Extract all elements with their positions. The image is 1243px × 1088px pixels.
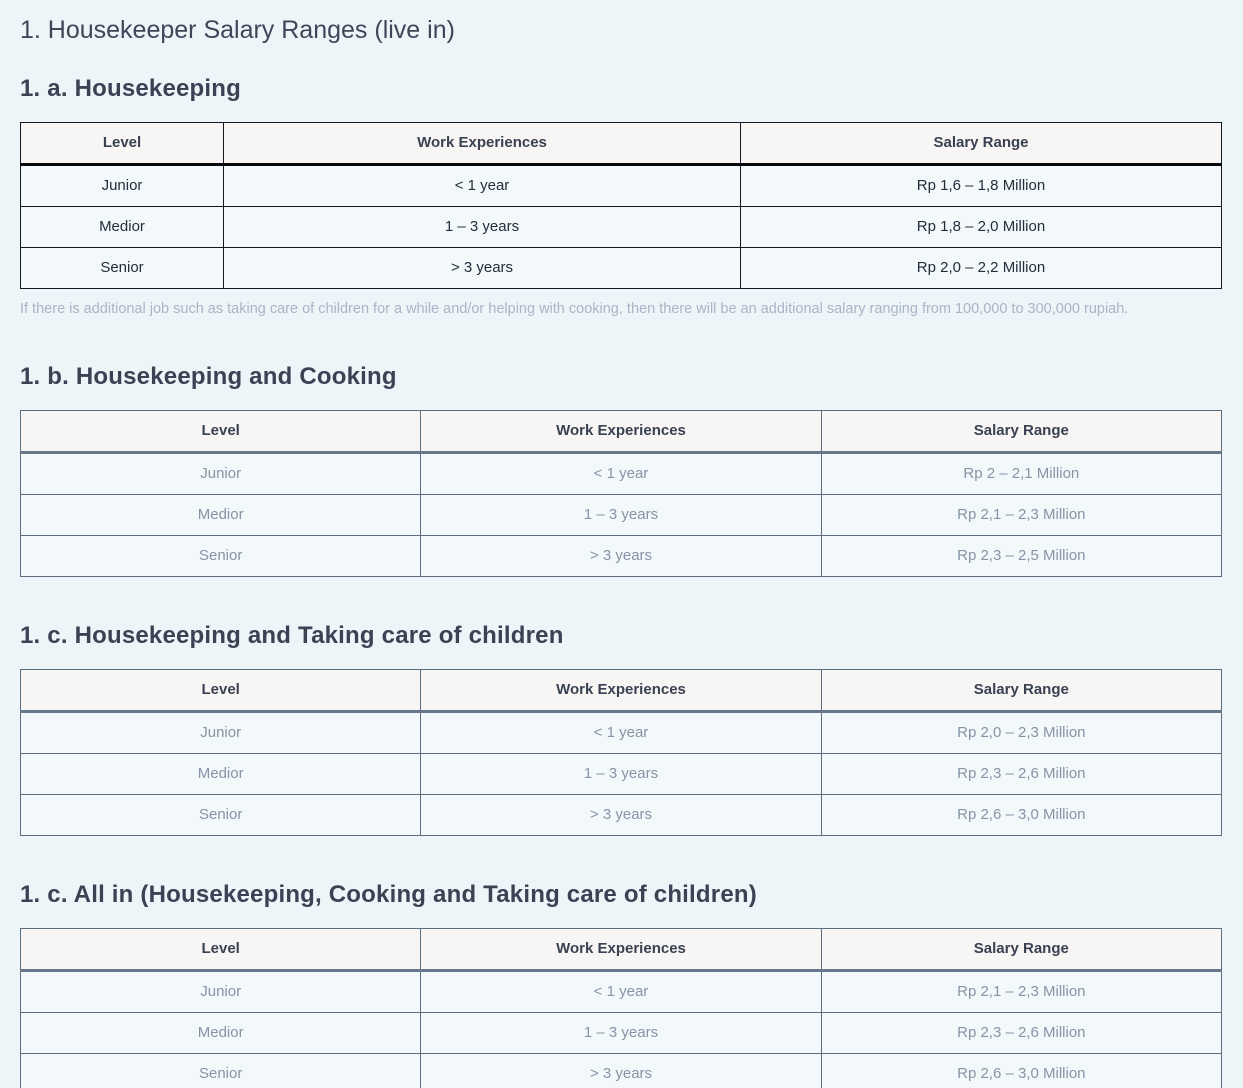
experience-cell: 1 – 3 years [420, 753, 822, 795]
salary-cell: Rp 1,8 – 2,0 Million [740, 206, 1222, 248]
table-header-row: Level Work Experiences Salary Range [20, 122, 1222, 166]
level-cell: Senior [19, 794, 422, 836]
salary-cell: Rp 1,6 – 1,8 Million [740, 164, 1222, 207]
table-row-senior: Senior > 3 years Rp 2,6 – 3,0 Million [19, 1053, 1223, 1088]
experience-cell: < 1 year [223, 164, 741, 207]
salary-cell: Rp 2,3 – 2,6 Million [820, 753, 1223, 795]
col-header-salary-range: Salary Range [820, 410, 1223, 454]
col-header-work-experiences: Work Experiences [420, 410, 822, 454]
col-header-salary-range: Salary Range [740, 122, 1222, 166]
experience-cell: > 3 years [223, 247, 741, 289]
table-row-junior: Junior < 1 year Rp 2,1 – 2,3 Million [19, 970, 1223, 1013]
level-cell: Senior [19, 1053, 422, 1088]
level-cell: Senior [20, 247, 224, 289]
level-cell: Medior [20, 206, 224, 248]
level-cell: Junior [19, 711, 422, 754]
experience-cell: > 3 years [420, 1053, 822, 1088]
table-header-row: Level Work Experiences Salary Range [19, 928, 1223, 972]
table-row-medior: Medior 1 – 3 years Rp 2,1 – 2,3 Million [19, 494, 1223, 536]
table-row-senior: Senior > 3 years Rp 2,3 – 2,5 Million [19, 535, 1223, 577]
salary-cell: Rp 2,0 – 2,2 Million [740, 247, 1222, 289]
experience-cell: < 1 year [420, 452, 822, 495]
col-header-salary-range: Salary Range [820, 669, 1223, 713]
housekeeping-cooking-salary-table: Level Work Experiences Salary Range Juni… [19, 410, 1223, 577]
page-title: 1. Housekeeper Salary Ranges (live in) [20, 16, 455, 44]
salary-cell: Rp 2,3 – 2,5 Million [820, 535, 1223, 577]
level-cell: Medior [19, 494, 422, 536]
section-heading-housekeeping-children: 1. c. Housekeeping and Taking care of ch… [20, 622, 564, 649]
table-row-senior: Senior > 3 years Rp 2,6 – 3,0 Million [19, 794, 1223, 836]
housekeeping-children-salary-table: Level Work Experiences Salary Range Juni… [19, 669, 1223, 836]
salary-cell: Rp 2,1 – 2,3 Million [820, 494, 1223, 536]
col-header-work-experiences: Work Experiences [420, 669, 822, 713]
table-row-medior: Medior 1 – 3 years Rp 2,3 – 2,6 Million [19, 753, 1223, 795]
experience-cell: < 1 year [420, 711, 822, 754]
experience-cell: 1 – 3 years [420, 1012, 822, 1054]
col-header-work-experiences: Work Experiences [420, 928, 822, 972]
salary-cell: Rp 2,6 – 3,0 Million [820, 794, 1223, 836]
level-cell: Medior [19, 753, 422, 795]
col-header-work-experiences: Work Experiences [223, 122, 741, 166]
table-row-junior: Junior < 1 year Rp 1,6 – 1,8 Million [20, 164, 1222, 207]
experience-cell: 1 – 3 years [223, 206, 741, 248]
salary-cell: Rp 2 – 2,1 Million [820, 452, 1223, 495]
salary-cell: Rp 2,1 – 2,3 Million [820, 970, 1223, 1013]
section-heading-housekeeping: 1. a. Housekeeping [20, 75, 242, 102]
table-row-senior: Senior > 3 years Rp 2,0 – 2,2 Million [20, 247, 1222, 289]
salary-cell: Rp 2,6 – 3,0 Million [820, 1053, 1223, 1088]
housekeeping-salary-table: Level Work Experiences Salary Range Juni… [20, 122, 1222, 289]
table-row-medior: Medior 1 – 3 years Rp 2,3 – 2,6 Million [19, 1012, 1223, 1054]
salary-cell: Rp 2,0 – 2,3 Million [820, 711, 1223, 754]
col-header-level: Level [19, 410, 422, 454]
level-cell: Junior [20, 164, 224, 207]
col-header-level: Level [19, 928, 422, 972]
level-cell: Junior [19, 452, 422, 495]
col-header-level: Level [20, 122, 224, 166]
all-in-salary-table: Level Work Experiences Salary Range Juni… [19, 928, 1223, 1088]
salary-cell: Rp 2,3 – 2,6 Million [820, 1012, 1223, 1054]
experience-cell: > 3 years [420, 794, 822, 836]
table-row-junior: Junior < 1 year Rp 2 – 2,1 Million [19, 452, 1223, 495]
col-header-salary-range: Salary Range [820, 928, 1223, 972]
experience-cell: > 3 years [420, 535, 822, 577]
footnote-text: If there is additional job such as takin… [20, 301, 1129, 317]
experience-cell: 1 – 3 years [420, 494, 822, 536]
experience-cell: < 1 year [420, 970, 822, 1013]
level-cell: Senior [19, 535, 422, 577]
level-cell: Junior [19, 970, 422, 1013]
col-header-level: Level [19, 669, 422, 713]
table-header-row: Level Work Experiences Salary Range [19, 410, 1223, 454]
table-row-junior: Junior < 1 year Rp 2,0 – 2,3 Million [19, 711, 1223, 754]
section-heading-housekeeping-cooking: 1. b. Housekeeping and Cooking [20, 363, 397, 390]
level-cell: Medior [19, 1012, 422, 1054]
table-header-row: Level Work Experiences Salary Range [19, 669, 1223, 713]
table-row-medior: Medior 1 – 3 years Rp 1,8 – 2,0 Million [20, 206, 1222, 248]
section-heading-all-in: 1. c. All in (Housekeeping, Cooking and … [20, 881, 757, 908]
